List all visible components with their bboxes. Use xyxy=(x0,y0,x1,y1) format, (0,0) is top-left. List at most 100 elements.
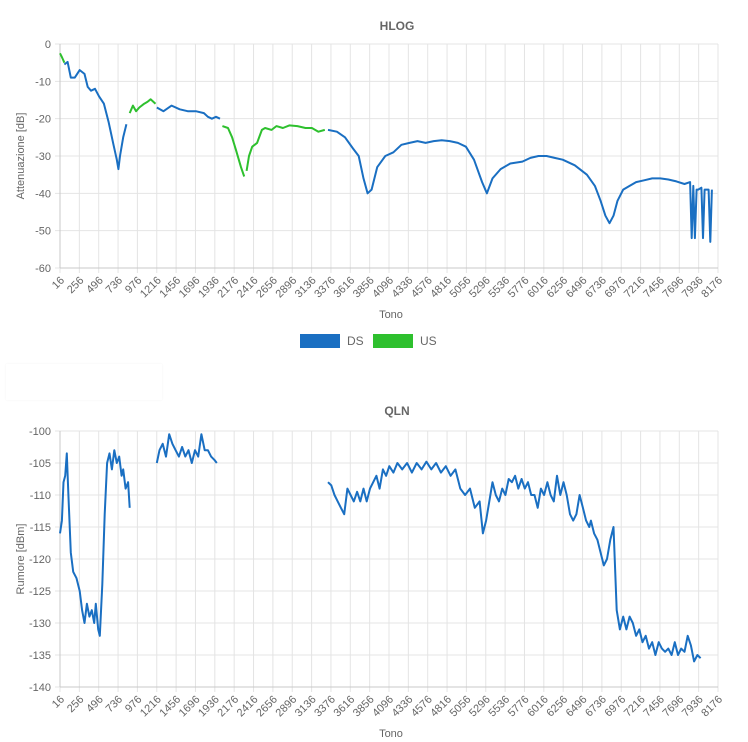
x-tick-label: 6976 xyxy=(603,694,629,720)
x-tick-label: 496 xyxy=(84,275,105,296)
x-tick-label: 6976 xyxy=(603,275,629,301)
series-line-ds xyxy=(63,60,128,171)
x-tick-label: 5056 xyxy=(448,275,474,301)
x-tick-label: 5536 xyxy=(486,275,512,301)
x-tick-label: 5536 xyxy=(486,694,512,720)
x-tick-label: 4096 xyxy=(370,275,396,301)
x-tick-label: 7216 xyxy=(622,275,648,301)
y-tick-label: 0 xyxy=(45,39,51,51)
x-tick-label: 2176 xyxy=(215,275,241,301)
x-tick-label: 4336 xyxy=(390,275,416,301)
y-tick-label: -20 xyxy=(35,114,51,126)
x-tick-label: 6736 xyxy=(583,694,609,720)
x-tick-label: 3136 xyxy=(293,694,319,720)
x-tick-label: 2896 xyxy=(274,275,300,301)
series-line-us xyxy=(59,52,66,64)
x-tick-label: 1936 xyxy=(196,694,222,720)
x-tick-label: 5776 xyxy=(506,275,532,301)
y-tick-label: -120 xyxy=(29,554,51,566)
x-tick-label: 7936 xyxy=(680,694,706,720)
x-tick-label: 4096 xyxy=(370,694,396,720)
y-tick-label: -10 xyxy=(35,76,51,88)
series-line-ds xyxy=(156,104,221,120)
x-tick-label: 3856 xyxy=(351,694,377,720)
legend: DS US xyxy=(300,334,437,348)
x-tick-label: 2416 xyxy=(235,694,261,720)
x-tick-label: 1216 xyxy=(138,275,164,301)
blank-panel xyxy=(6,364,162,400)
x-tick-label: 4576 xyxy=(409,275,435,301)
x-tick-label: 7696 xyxy=(661,275,687,301)
series-ds xyxy=(59,433,702,663)
x-tick-label: 16 xyxy=(50,275,67,292)
y-tick-label: -140 xyxy=(29,682,51,694)
x-tick-label: 736 xyxy=(104,694,125,715)
series-line-ds xyxy=(155,433,218,464)
x-tick-label: 4576 xyxy=(409,694,435,720)
series-line-us xyxy=(222,125,246,177)
x-tick-label: 4816 xyxy=(428,694,454,720)
x-tick-label: 736 xyxy=(104,275,125,296)
y-tick-label: -60 xyxy=(35,263,51,275)
x-tick-label: 7936 xyxy=(680,275,706,301)
legend-swatch-ds[interactable] xyxy=(300,334,340,348)
x-tick-label: 1696 xyxy=(177,275,203,301)
x-tick-label: 6016 xyxy=(525,694,551,720)
legend-label-ds[interactable]: DS xyxy=(347,334,364,348)
x-tick-label: 6496 xyxy=(564,694,590,720)
y-tick-label: -100 xyxy=(29,426,51,438)
chart-hlog: HLOG0-10-20-30-40-50-6016256496736976121… xyxy=(15,19,725,348)
x-tick-label: 6496 xyxy=(564,275,590,301)
x-tick-label: 2656 xyxy=(254,275,280,301)
x-tick-label: 6736 xyxy=(583,275,609,301)
x-tick-label: 7696 xyxy=(661,694,687,720)
y-tick-label: -135 xyxy=(29,650,51,662)
x-tick-label: 5056 xyxy=(448,694,474,720)
x-tick-label: 8176 xyxy=(699,694,725,720)
series-line-us xyxy=(128,98,157,114)
x-tick-label: 3376 xyxy=(312,694,338,720)
series-line-us xyxy=(245,124,326,172)
x-tick-label: 1456 xyxy=(157,275,183,301)
series-ds xyxy=(63,60,713,243)
chart-qln: QLN-100-105-110-115-120-125-130-135-1401… xyxy=(15,404,725,740)
series-line-ds xyxy=(327,460,702,663)
x-tick-label: 5776 xyxy=(506,694,532,720)
y-tick-label: -115 xyxy=(30,522,51,534)
y-tick-label: -130 xyxy=(29,618,51,630)
x-tick-label: 7216 xyxy=(622,694,648,720)
x-tick-label: 1936 xyxy=(196,275,222,301)
x-tick-label: 16 xyxy=(50,694,67,711)
x-tick-label: 256 xyxy=(65,694,86,715)
y-axis-label: Rumore [dBm] xyxy=(15,524,27,595)
y-tick-label: -50 xyxy=(35,226,51,238)
x-tick-label: 6016 xyxy=(525,275,551,301)
legend-swatch-us[interactable] xyxy=(373,334,413,348)
y-tick-label: -105 xyxy=(29,458,51,470)
x-tick-label: 5296 xyxy=(467,694,493,720)
x-tick-label: 256 xyxy=(65,275,86,296)
x-tick-label: 496 xyxy=(84,694,105,715)
x-tick-label: 6256 xyxy=(544,694,570,720)
x-tick-label: 1456 xyxy=(157,694,183,720)
x-axis-label: Tono xyxy=(379,309,403,321)
y-tick-label: -125 xyxy=(29,586,51,598)
x-tick-label: 4336 xyxy=(390,694,416,720)
series-line-ds xyxy=(327,128,713,243)
x-tick-label: 2176 xyxy=(215,694,241,720)
x-tick-label: 5296 xyxy=(467,275,493,301)
series-us xyxy=(59,52,326,177)
x-tick-label: 3856 xyxy=(351,275,377,301)
x-tick-label: 7456 xyxy=(641,275,667,301)
x-tick-label: 1216 xyxy=(138,694,164,720)
y-tick-label: -30 xyxy=(35,151,51,163)
x-tick-label: 3136 xyxy=(293,275,319,301)
x-tick-label: 2656 xyxy=(254,694,280,720)
legend-label-us[interactable]: US xyxy=(420,334,437,348)
x-tick-label: 7456 xyxy=(641,694,667,720)
x-tick-label: 1696 xyxy=(177,694,203,720)
y-axis-label: Attenuazione [dB] xyxy=(15,113,27,200)
series-line-ds xyxy=(59,449,131,637)
x-tick-label: 8176 xyxy=(699,275,725,301)
